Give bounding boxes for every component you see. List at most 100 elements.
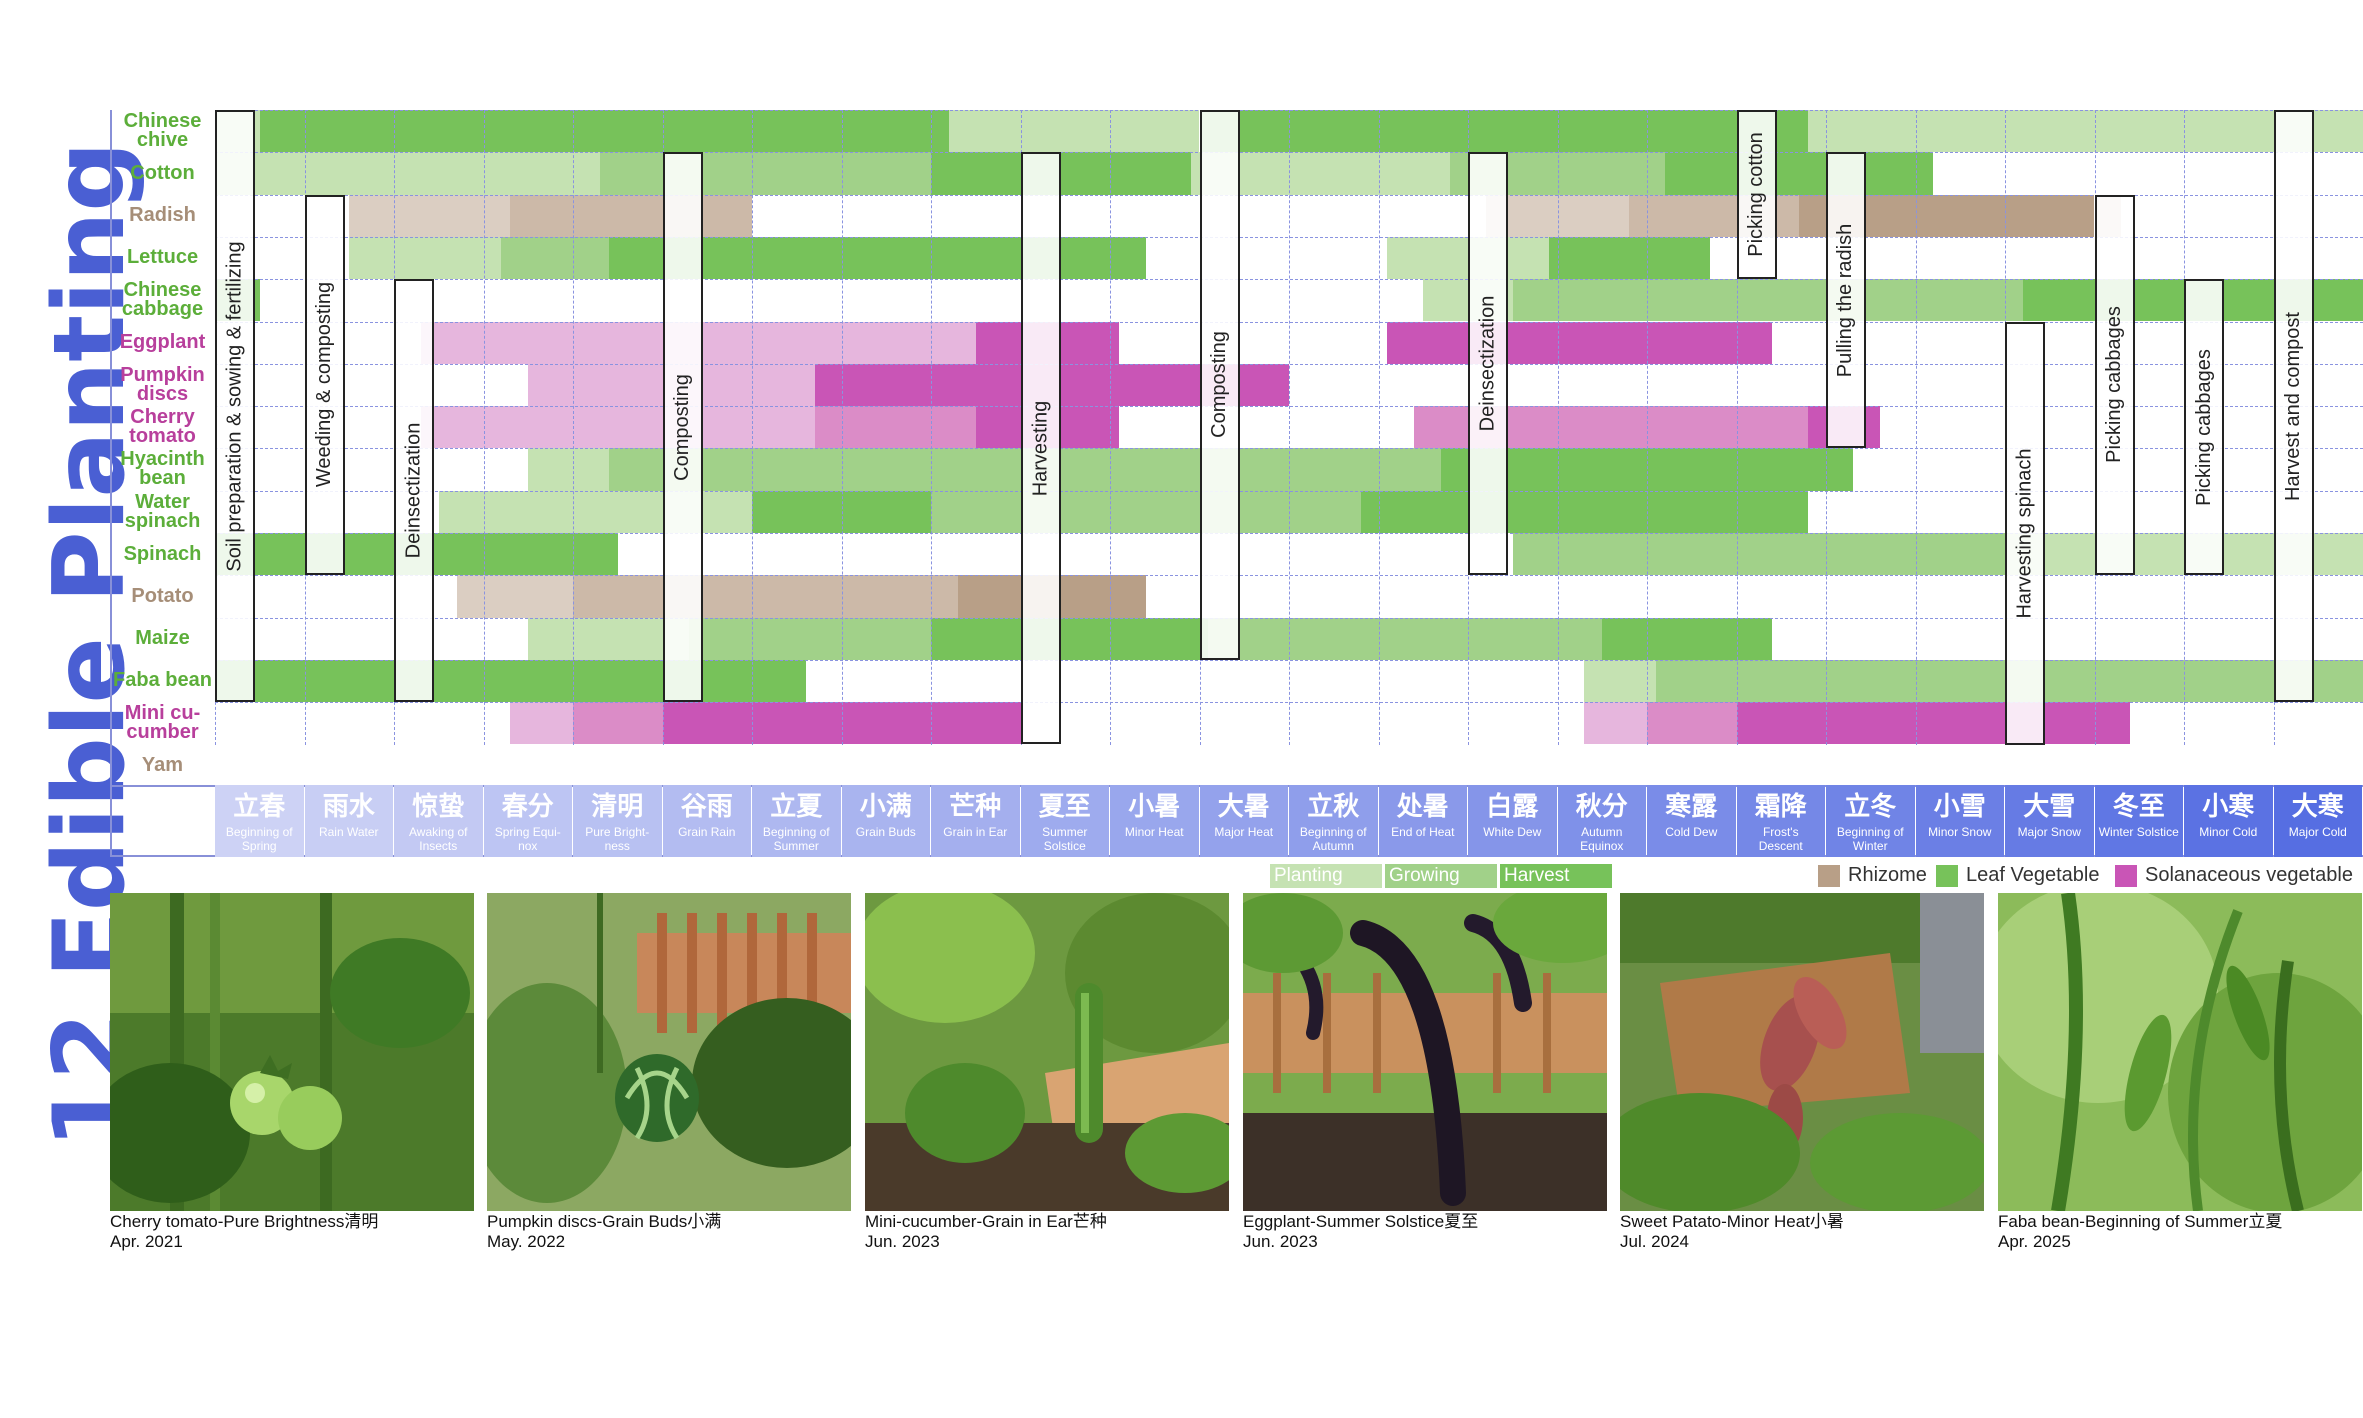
solar-term: 大寒 Major Cold (2273, 785, 2362, 857)
solar-term: 芒种 Grain in Ear (931, 785, 1020, 857)
activity-label: Harvesting spinach (2013, 447, 2036, 619)
period-band (573, 702, 663, 745)
solar-term-zh: 小雪 (1933, 792, 1986, 822)
grid-vline (573, 110, 574, 745)
cherry-tomato-icon (110, 893, 474, 1211)
solar-term-en: Grain Rain (678, 825, 736, 839)
caption-text: Eggplant-Summer Solstice夏至 (1243, 1212, 1479, 1231)
caption-pumpkin: Pumpkin discs-Grain Buds小满 May. 2022 (487, 1212, 867, 1252)
legend-leaf-swatch (1936, 865, 1958, 887)
crop-label: Mini cu-cumber (124, 702, 201, 744)
crop-label: Hyacinth bean (120, 448, 205, 490)
legend-planting-period: Planting period (1270, 864, 1382, 910)
eggplant-icon (1243, 893, 1607, 1211)
photo-sweet-potato (1620, 893, 1984, 1211)
solar-term: 清明 Pure Bright-ness (573, 785, 662, 857)
caption-date: Jun. 2023 (1243, 1232, 1318, 1251)
grid-hline (215, 110, 2363, 111)
caption-date: May. 2022 (487, 1232, 566, 1251)
grid-hline (215, 659, 2363, 661)
solar-term-en: End of Heat (1391, 825, 1455, 839)
solar-term-zh: 小满 (859, 792, 912, 822)
solar-term: 秋分 Autumn Equinox (1557, 785, 1646, 857)
solar-term-en: Major Cold (2288, 825, 2347, 839)
photo-pumpkin (487, 893, 851, 1211)
solar-term-zh: 立秋 (1307, 792, 1360, 822)
grid-hline (215, 279, 2363, 281)
activity-box: Composting (662, 152, 703, 703)
period-band (760, 659, 806, 703)
crop-label: Maize (135, 627, 190, 650)
grid-hline (215, 321, 2363, 323)
crop-label: Chinese chive (123, 110, 202, 151)
legend-rhizome-label: Rhizome (1848, 864, 1927, 886)
period-band (1548, 236, 1710, 280)
solar-term-en: Minor Cold (2199, 825, 2258, 839)
solar-term: 谷雨 Grain Rain (662, 785, 751, 857)
solar-term: 大雪 Major Snow (2005, 785, 2094, 857)
period-band (1584, 659, 1656, 703)
solar-term: 立夏 Beginning of Summer (752, 785, 841, 857)
photo-eggplant (1243, 893, 1607, 1211)
period-band (1512, 533, 2005, 576)
activity-box: Deinsectization (394, 279, 435, 703)
labels-divider (110, 110, 112, 855)
solar-term: 寒露 Cold Dew (1647, 785, 1736, 857)
solar-term-en: Major Snow (2017, 825, 2081, 839)
caption-text: Sweet Patato-Minor Heat小暑 (1620, 1212, 1844, 1231)
crop-label: Lettuce (126, 246, 199, 269)
solar-term-zh: 小暑 (1128, 792, 1181, 822)
period-band (510, 702, 573, 745)
solar-terms-row: 立春 Beginning of Spring 雨水 Rain Water 惊蛰 Awaki… (215, 785, 2363, 857)
solar-term-en: Beginning of Spring (225, 825, 293, 853)
solar-term-zh: 处暑 (1396, 792, 1449, 822)
solar-term-zh: 大暑 (1217, 792, 1270, 822)
grid-hline (215, 702, 2363, 704)
solar-term-zh: 白露 (1486, 792, 1539, 822)
caption-date: Jul. 2024 (1620, 1232, 1689, 1251)
solar-term-en: Minor Heat (1124, 825, 1184, 839)
period-band (931, 617, 1209, 660)
grid-hline (215, 448, 2363, 450)
period-band (948, 110, 1200, 153)
solar-term: 霜降 Frost's Descent (1736, 785, 1825, 857)
solar-term-en: Minor Snow (1928, 825, 1992, 839)
solar-term-en: Winter Solstice (2098, 825, 2179, 839)
grid-hline (215, 406, 2363, 408)
legend-harvest-period: Harvest period (1500, 864, 1612, 910)
activity-box: Composting (1199, 110, 1240, 660)
grid-vline (931, 110, 932, 745)
solar-term-zh: 小寒 (2202, 792, 2255, 822)
legend-rhizome-swatch (1818, 865, 1840, 887)
grid-vline (1289, 110, 1290, 745)
solar-term: 夏至 Summer Solstice (1020, 785, 1109, 857)
activity-label: Harvest and compost (2282, 311, 2305, 501)
caption-cherry-tomato: Cherry tomato-Pure Brightness清明 Apr. 202… (110, 1212, 490, 1252)
crop-label: Water spinach (124, 490, 201, 532)
solar-term-en: Autumn Equinox (1580, 825, 1624, 853)
solar-term: 小暑 Minor Heat (1110, 785, 1199, 857)
period-band (689, 617, 931, 660)
period-band (1387, 321, 1773, 364)
caption-date: Jun. 2023 (865, 1232, 940, 1251)
crop-label: Cherry tomato (129, 406, 196, 448)
solar-term: 春分 Spring Equi-nox (483, 785, 572, 857)
crop-label: Spinach (123, 542, 202, 565)
solar-term-en: Grain Buds (855, 825, 916, 839)
period-band (259, 110, 949, 153)
solar-term-zh: 芒种 (949, 792, 1002, 822)
caption-text: Pumpkin discs-Grain Buds小满 (487, 1212, 722, 1231)
period-band (814, 406, 976, 449)
period-band (931, 152, 1191, 195)
photo-cherry-tomato (110, 893, 474, 1211)
solar-term-zh: 寒露 (1665, 792, 1718, 822)
legend: Planting period Growing period Harvest p… (1270, 860, 2363, 910)
period-band (931, 490, 1361, 533)
crop-label: Yam (141, 754, 184, 776)
caption-text: Cherry tomato-Pure Brightness清明 (110, 1212, 379, 1231)
period-band (573, 575, 958, 618)
photo-cucumber (865, 893, 1229, 1211)
legend-growing-period: Growing period (1385, 864, 1497, 910)
activity-label: Soil preparation & sowing & fertilizing (223, 241, 246, 572)
solar-term: 立秋 Beginning of Autumn (1289, 785, 1378, 857)
